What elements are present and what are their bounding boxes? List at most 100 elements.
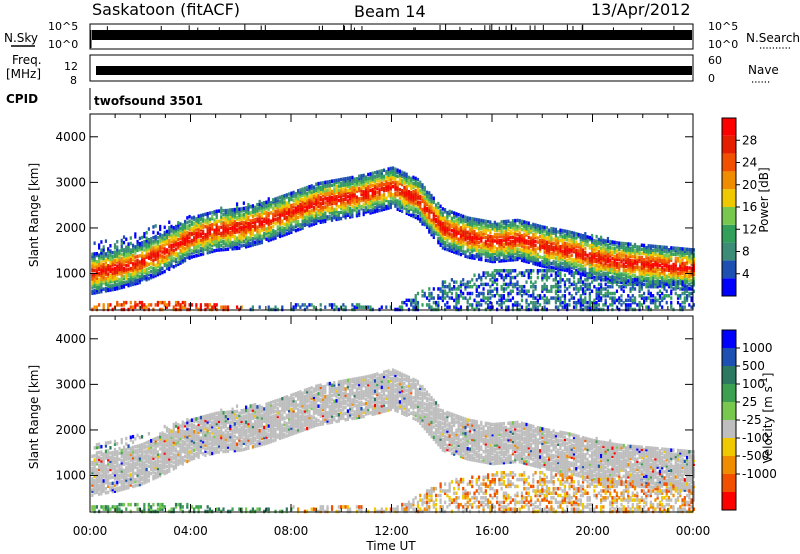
scatter-cell <box>543 264 546 269</box>
scatter-cell <box>308 184 311 189</box>
scatter-cell <box>545 250 548 255</box>
scatter-cell <box>502 246 506 251</box>
scatter-cell <box>274 209 277 214</box>
scatter-cell <box>195 243 198 248</box>
scatter-cell <box>122 258 126 262</box>
scatter-cell <box>453 213 456 217</box>
scatter-cell <box>274 307 277 312</box>
scatter-cell <box>500 248 503 253</box>
scatter-cell <box>473 233 476 238</box>
scatter-cell <box>532 222 535 227</box>
scatter-cell <box>174 243 178 247</box>
scatter-cell <box>466 247 469 251</box>
scatter-cell <box>353 183 356 188</box>
scatter-cell <box>301 216 304 220</box>
scatter-cell <box>256 213 259 217</box>
scatter-cell <box>324 188 327 193</box>
scatter-cell <box>91 283 94 287</box>
scatter-cell <box>419 217 422 221</box>
scatter-cell <box>577 298 580 303</box>
scatter-cell <box>109 278 112 282</box>
scatter-cell <box>111 277 114 282</box>
scatter-cell <box>306 206 309 210</box>
scatter-cell <box>464 237 467 242</box>
scatter-cell <box>292 190 295 195</box>
scatter-cell <box>394 181 397 186</box>
scatter-cell <box>430 208 433 212</box>
scatter-cell <box>453 246 456 250</box>
scatter-cell <box>554 264 558 269</box>
scatter-cell <box>532 294 535 298</box>
scatter-cell <box>299 188 302 192</box>
scatter-cell <box>247 242 250 246</box>
scatter-cell <box>249 210 252 215</box>
scatter-cell <box>317 190 320 194</box>
scatter-cell <box>468 251 472 256</box>
scatter-cell <box>516 233 519 237</box>
scatter-cell <box>170 245 173 250</box>
scatter-cell <box>500 234 503 238</box>
scatter-cell <box>401 188 404 193</box>
scatter-cell <box>475 217 478 222</box>
scatter-cell <box>177 237 180 242</box>
scatter-cell <box>559 284 562 289</box>
scatter-cell <box>276 216 279 221</box>
scatter-cell <box>337 190 340 195</box>
scatter-cell <box>434 205 438 209</box>
scatter-cell <box>453 229 456 234</box>
scatter-cell <box>414 195 417 199</box>
scatter-cell <box>416 177 420 182</box>
scatter-cell <box>475 246 478 251</box>
scatter-cell <box>527 294 530 298</box>
scatter-cell <box>430 202 433 206</box>
scatter-cell <box>360 305 363 309</box>
scatter-cell <box>263 219 266 224</box>
scatter-cell <box>310 184 313 188</box>
scatter-cell <box>525 300 528 305</box>
scatter-cell <box>285 193 288 197</box>
scatter-cell <box>147 272 150 277</box>
scatter-cell <box>475 232 478 236</box>
scatter-cell <box>170 249 173 254</box>
scatter-cell <box>120 263 123 267</box>
scatter-cell <box>233 226 236 230</box>
scatter-cell <box>434 207 438 211</box>
scatter-cell <box>561 300 564 305</box>
scatter-cell <box>358 186 361 191</box>
scatter-cell <box>310 216 313 221</box>
scatter-cell <box>446 291 449 296</box>
scatter-cell <box>102 262 105 267</box>
scatter-cell <box>507 237 510 242</box>
scatter-cell <box>543 298 546 303</box>
scatter-cell <box>183 303 187 307</box>
scatter-cell <box>362 198 365 202</box>
scatter-cell <box>131 270 135 274</box>
scatter-cell <box>358 176 361 181</box>
scatter-cell <box>423 222 426 227</box>
scatter-cell <box>448 242 451 246</box>
scatter-cell <box>514 239 517 243</box>
scatter-cell <box>425 196 429 201</box>
scatter-cell <box>414 193 417 197</box>
scatter-cell <box>324 192 327 197</box>
scatter-cell <box>477 236 481 241</box>
scatter-cell <box>398 307 401 312</box>
scatter-cell <box>606 264 610 268</box>
scatter-cell <box>419 213 422 217</box>
scatter-cell <box>407 194 411 198</box>
scatter-cell <box>371 175 374 180</box>
scatter-cell <box>131 264 135 268</box>
scatter-cell <box>294 200 297 204</box>
scatter-cell <box>441 242 444 246</box>
scatter-cell <box>486 258 490 263</box>
scatter-cell <box>267 307 270 312</box>
scatter-cell <box>600 275 603 280</box>
scatter-cell <box>466 222 469 226</box>
scatter-cell <box>339 190 343 194</box>
scatter-cell <box>493 222 496 227</box>
scatter-cell <box>627 273 630 277</box>
scatter-cell <box>378 171 381 176</box>
scatter-cell <box>156 242 160 246</box>
scatter-cell <box>518 237 521 241</box>
scatter-cell <box>303 203 307 207</box>
